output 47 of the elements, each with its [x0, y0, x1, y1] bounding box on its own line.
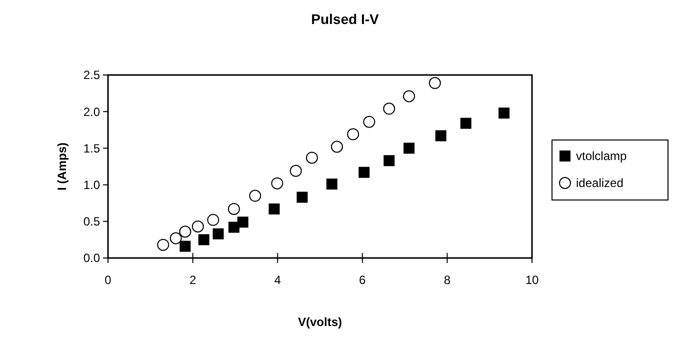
point	[460, 118, 472, 129]
point	[428, 77, 441, 90]
point	[192, 220, 204, 233]
y-tick-label: 2.0	[83, 104, 100, 119]
x-axis-title: V(volts)	[298, 315, 342, 329]
point	[228, 222, 240, 233]
point	[326, 178, 338, 190]
point	[498, 108, 510, 119]
y-tick-label: 1.5	[83, 141, 100, 156]
legend-label: idealized	[576, 176, 624, 190]
point	[330, 140, 343, 153]
point	[403, 90, 416, 102]
y-tick-label: 0.0	[83, 251, 100, 266]
x-tick-label: 0	[104, 273, 112, 287]
y-tick-label: 0.5	[83, 214, 100, 229]
point	[383, 102, 396, 115]
point	[296, 192, 308, 203]
point	[290, 164, 302, 177]
point	[435, 130, 446, 142]
y-tick-label: 1.0	[83, 178, 100, 192]
legend-label: vtolclamp	[576, 149, 628, 164]
point	[237, 216, 248, 228]
point	[347, 128, 360, 140]
x-tick-label: 6	[359, 273, 366, 287]
point	[228, 202, 240, 215]
point	[179, 226, 192, 238]
point	[384, 155, 395, 166]
point	[404, 142, 415, 154]
point	[180, 240, 191, 252]
point	[207, 214, 220, 226]
x-tick-label: 10	[525, 273, 539, 287]
point	[271, 177, 284, 190]
point	[363, 116, 376, 128]
point	[249, 190, 262, 202]
point	[268, 203, 280, 214]
point	[198, 234, 210, 246]
point	[358, 166, 370, 178]
point	[170, 232, 182, 244]
point	[212, 228, 224, 240]
x-tick-label: 8	[444, 273, 451, 287]
x-tick-label: 4	[274, 273, 282, 287]
chart-title: Pulsed I-V	[311, 11, 380, 27]
y-axis-title: I (Amps)	[55, 142, 69, 190]
point	[306, 152, 318, 164]
x-tick-label: 2	[189, 273, 196, 287]
y-tick-label: 2.5	[83, 68, 100, 82]
point	[157, 238, 170, 251]
